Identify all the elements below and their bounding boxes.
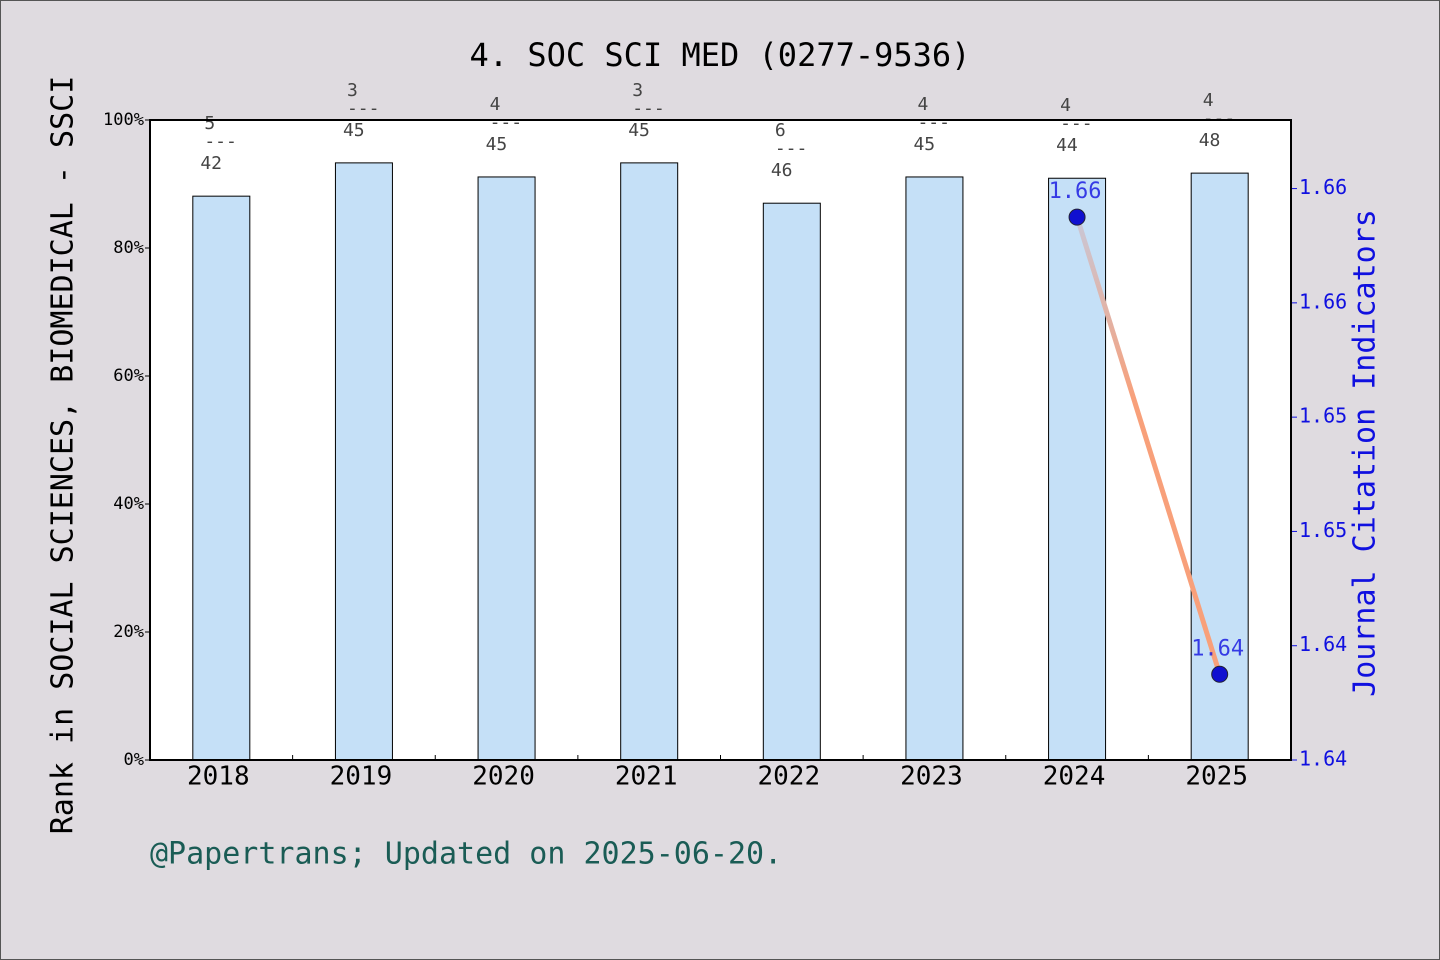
point xyxy=(1211,665,1229,683)
x-tick-label: 2024 xyxy=(1043,762,1106,792)
x-tick-label: 2018 xyxy=(187,762,250,792)
plot-area xyxy=(150,120,1291,760)
y2-tick-label: 1.64 xyxy=(1299,632,1347,656)
rank-separator: --- xyxy=(1060,113,1093,134)
x-tick-label: 2021 xyxy=(615,762,678,792)
bar xyxy=(1048,177,1107,761)
rank-total: 45 xyxy=(628,120,650,141)
rank-label: 4 xyxy=(490,94,501,115)
bar xyxy=(192,195,251,761)
rank-separator: --- xyxy=(632,98,665,119)
bar xyxy=(620,162,679,761)
rank-label: 3 xyxy=(347,80,358,101)
y2-axis-label: Journal Citation Indicators xyxy=(1348,209,1383,697)
y-tick-label: 40% xyxy=(113,494,144,514)
y-axis-label: Rank in SOCIAL SCIENCES, BIOMEDICAL - SS… xyxy=(46,76,81,835)
bar xyxy=(762,202,821,761)
point xyxy=(1068,208,1086,226)
y-tick-label: 60% xyxy=(113,366,144,386)
rank-separator: --- xyxy=(204,131,237,152)
y-tick-label: 100% xyxy=(103,110,144,130)
y-tick-label: 20% xyxy=(113,622,144,642)
bar xyxy=(905,176,964,761)
rank-label: 3 xyxy=(632,80,643,101)
bar xyxy=(334,162,393,761)
rank-separator: --- xyxy=(775,138,808,159)
y-tick-label: 80% xyxy=(113,238,144,258)
y2-tick-label: 1.66 xyxy=(1299,175,1347,199)
rank-separator: --- xyxy=(1203,108,1236,129)
x-tick-label: 2019 xyxy=(330,762,393,792)
rank-separator: --- xyxy=(917,112,950,133)
bar xyxy=(477,176,536,761)
x-tick-label: 2023 xyxy=(900,762,963,792)
rank-total: 45 xyxy=(913,134,935,155)
rank-label: 5 xyxy=(204,113,215,134)
rank-label: 4 xyxy=(917,94,928,115)
rank-separator: --- xyxy=(490,112,523,133)
plot-frame xyxy=(149,119,1292,761)
rank-separator: --- xyxy=(347,98,380,119)
rank-total: 48 xyxy=(1199,130,1221,151)
y2-tick-label: 1.65 xyxy=(1299,404,1347,428)
y2-tick-label: 1.64 xyxy=(1299,747,1347,771)
rank-total: 45 xyxy=(343,120,365,141)
line xyxy=(1074,216,1223,676)
rank-total: 45 xyxy=(486,134,508,155)
value-label: 1.64 xyxy=(1191,636,1244,661)
footer: @Papertrans; Updated on 2025-06-20. xyxy=(150,837,782,872)
x-tick-label: 2022 xyxy=(758,762,821,792)
y-tick-label: 0% xyxy=(124,750,144,770)
rank-label: 4 xyxy=(1060,95,1071,116)
rank-total: 42 xyxy=(200,153,222,174)
x-tick-label: 2020 xyxy=(472,762,535,792)
chart-title: 4. SOC SCI MED (0277-9536) xyxy=(470,36,971,74)
rank-total: 46 xyxy=(771,160,793,181)
rank-label: 6 xyxy=(775,120,786,141)
rank-total: 44 xyxy=(1056,135,1078,156)
rank-label: 4 xyxy=(1203,90,1214,111)
x-tick-label: 2025 xyxy=(1185,762,1248,792)
y2-tick-label: 1.66 xyxy=(1299,289,1347,313)
value-label: 1.66 xyxy=(1049,179,1102,204)
y2-tick-label: 1.65 xyxy=(1299,518,1347,542)
bar xyxy=(1190,172,1249,761)
